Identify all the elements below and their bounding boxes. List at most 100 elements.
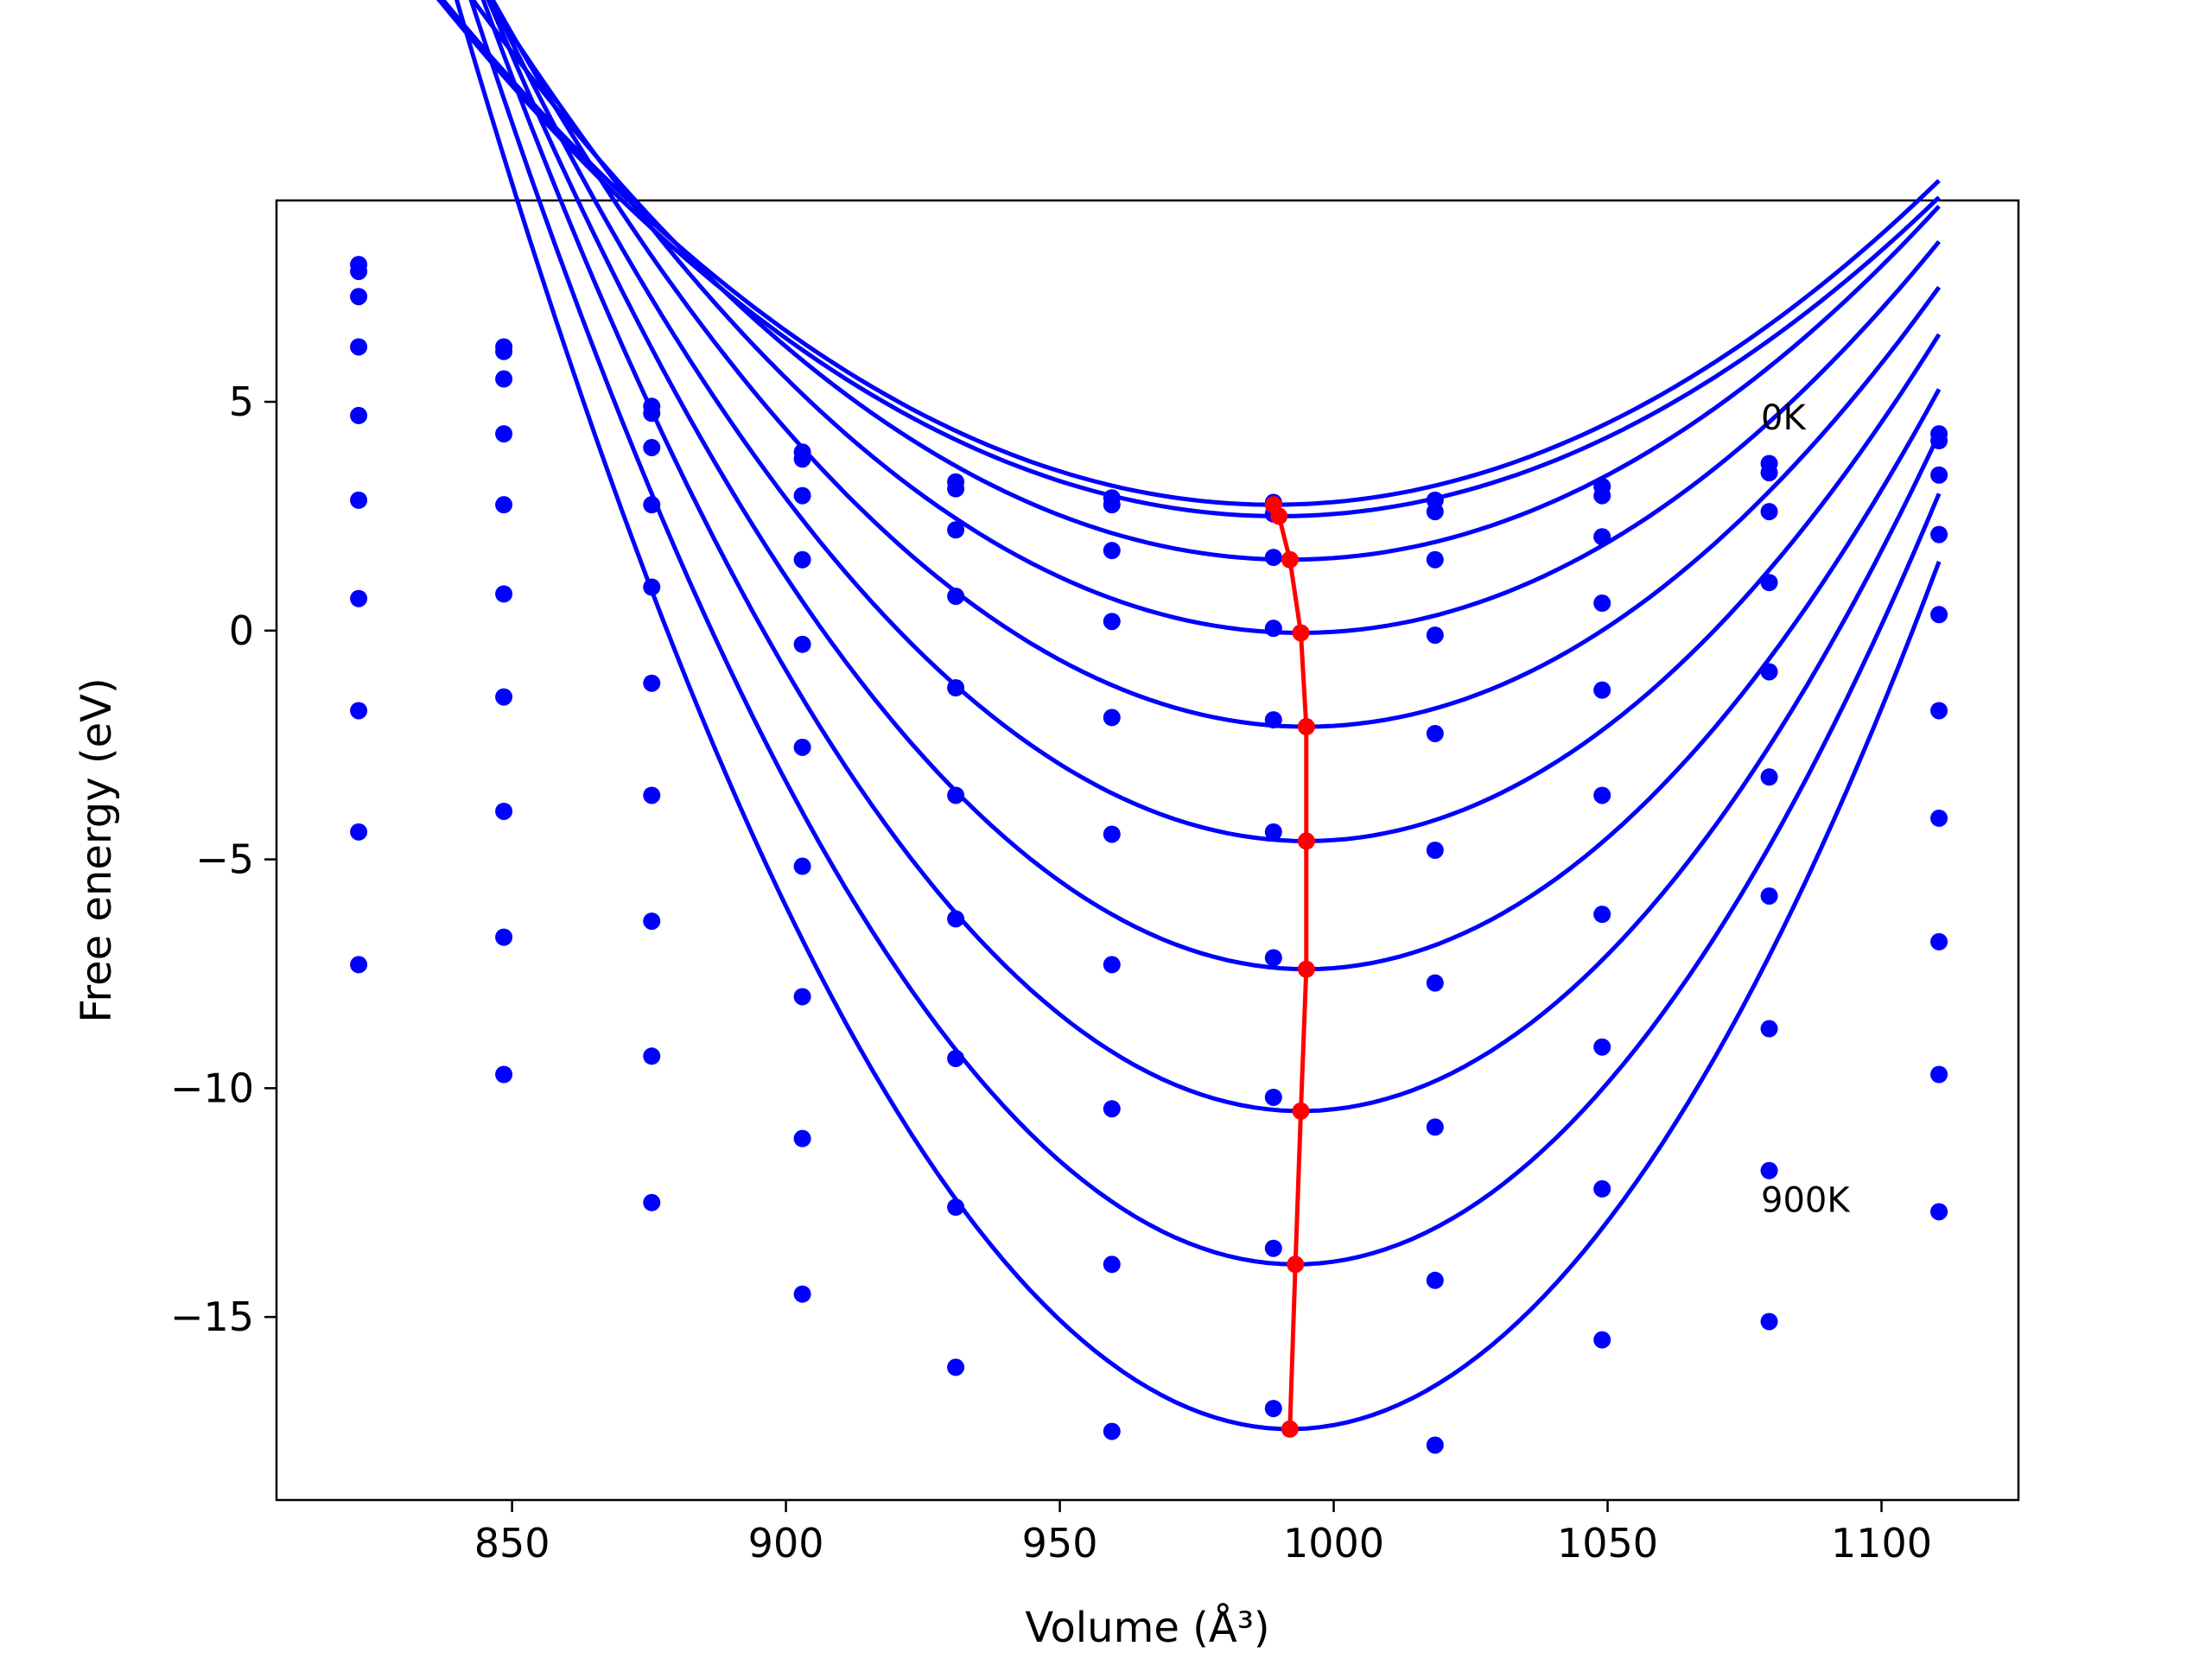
fit-curve-400K [490,0,1942,729]
data-point-500K-10 [1930,702,1948,720]
data-point-200K-5 [1103,542,1121,560]
data-point-600K-3 [793,857,811,875]
data-point-900K-2 [643,1193,661,1211]
data-point-500K-2 [643,674,661,692]
data-point-600K-5 [1103,956,1121,974]
data-point-800K-9 [1760,1161,1778,1179]
data-point-500K-4 [947,786,965,804]
annotation-0: 0K [1761,398,1807,438]
data-point-800K-0 [350,823,368,841]
x-tick-label-1100: 1100 [1831,1520,1932,1567]
fit-curve-700K [480,0,1942,1114]
data-point-200K-1 [495,370,513,388]
y-tick-label-1: 0 [229,607,254,654]
data-point-300K-5 [1103,613,1121,631]
minima-line [1271,504,1309,1429]
data-point-400K-5 [1103,709,1121,727]
data-point-300K-0 [350,338,368,356]
data-point-500K-9 [1760,768,1778,786]
data-point-200K-6 [1264,549,1282,567]
data-point-100K-4 [947,480,965,498]
data-point-400K-10 [1930,606,1948,624]
data-point-600K-1 [495,688,513,706]
data-point-500K-8 [1593,786,1611,804]
x-tick-label-1050: 1050 [1557,1520,1658,1567]
data-point-700K-8 [1593,1038,1611,1056]
annotation-1: 900K [1761,1180,1851,1220]
data-point-700K-5 [1103,1100,1121,1118]
data-point-400K-7 [1426,724,1444,742]
fit-curve-900K [454,0,1942,1432]
data-point-800K-2 [643,1047,661,1065]
data-point-900K-5 [1103,1422,1121,1440]
x-tick-label-850: 850 [474,1520,550,1567]
data-point-100K-1 [495,342,513,360]
data-point-800K-1 [495,928,513,946]
data-point-700K-10 [1930,932,1948,950]
fit-curve-200K [470,0,1941,563]
y-tick-label-4: −15 [170,1294,254,1340]
minimum-point-5 [1297,832,1315,850]
data-point-200K-10 [1930,466,1948,484]
data-point-600K-6 [1264,949,1282,967]
data-point-800K-3 [793,1129,811,1147]
y-tick-label-3: −10 [170,1065,254,1111]
data-point-500K-7 [1426,842,1444,859]
minimum-point-3 [1292,624,1310,642]
x-tick-label-1000: 1000 [1283,1520,1384,1567]
data-point-600K-4 [947,910,965,928]
data-point-900K-1 [495,1065,513,1084]
data-point-400K-8 [1593,681,1611,699]
data-point-900K-3 [793,1285,811,1303]
annotations: 0K 900K [1761,398,1851,1221]
minimum-point-6 [1297,960,1315,978]
data-point-800K-7 [1426,1271,1444,1289]
data-point-600K-10 [1930,809,1948,827]
data-point-600K-8 [1593,906,1611,924]
data-point-200K-7 [1426,550,1444,569]
data-point-800K-8 [1593,1179,1611,1198]
minimum-point-1 [1270,507,1288,525]
fit-curve-0K [440,0,1941,507]
data-point-300K-9 [1760,574,1778,592]
plot-frame [275,199,2020,1502]
data-point-400K-1 [495,496,513,514]
data-point-500K-0 [350,491,368,509]
data-point-900K-4 [947,1358,965,1376]
minimum-point-2 [1281,550,1299,569]
data-point-900K-0 [350,956,368,974]
data-point-400K-0 [350,406,368,424]
data-point-400K-3 [793,635,811,653]
fit-curve-600K [486,0,1942,972]
data-point-700K-2 [643,912,661,931]
data-point-600K-2 [643,786,661,804]
data-point-200K-0 [350,288,368,306]
data-point-100K-9 [1760,464,1778,482]
data-point-700K-9 [1760,1020,1778,1038]
minimum-point-7 [1292,1102,1310,1120]
data-point-100K-0 [350,263,368,281]
data-point-300K-10 [1930,525,1948,543]
x-axis-label: Volume (Å³) [1025,1603,1269,1652]
data-point-700K-6 [1264,1088,1282,1106]
data-point-200K-3 [793,486,811,505]
data-point-100K-5 [1103,496,1121,514]
y-tick-label-2: −5 [195,836,254,883]
data-point-300K-4 [947,588,965,606]
data-point-900K-6 [1264,1400,1282,1418]
data-point-500K-5 [1103,825,1121,843]
data-point-600K-7 [1426,974,1444,992]
data-point-300K-6 [1264,620,1282,638]
minimum-point-8 [1287,1255,1305,1274]
minimum-point-9 [1281,1420,1299,1438]
data-point-100K-7 [1426,503,1444,521]
data-point-700K-1 [495,802,513,820]
data-point-500K-6 [1264,823,1282,841]
data-point-400K-6 [1264,711,1282,729]
fit-curve-100K [435,0,1941,518]
data-point-600K-0 [350,589,368,607]
data-point-600K-9 [1760,887,1778,905]
x-axis: 850 900 950 1000 1050 1100 [474,1500,1932,1567]
y-axis: 5 0 −5 −10 −15 [170,378,276,1340]
data-point-700K-3 [793,988,811,1006]
